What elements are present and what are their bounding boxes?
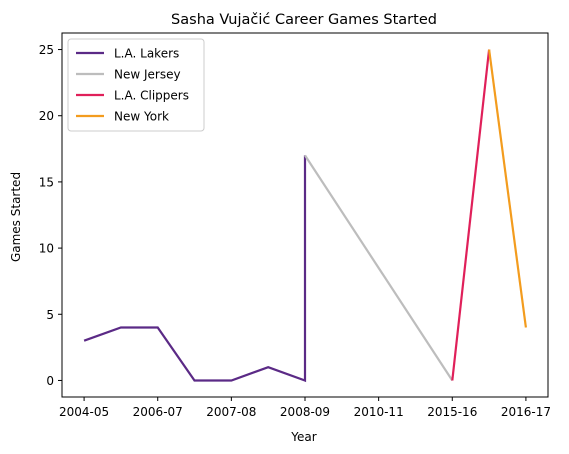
x-axis-label: Year [290, 430, 316, 444]
series-line-new-jersey [304, 154, 454, 382]
y-tick-label: 10 [39, 242, 54, 256]
y-tick-label: 0 [46, 374, 54, 388]
y-tick-label: 15 [39, 175, 54, 189]
legend-box [67, 38, 205, 132]
legend: L.A. Lakers New Jersey L.A. Clippers New Yo… [67, 38, 205, 132]
series-line-l-a-lakers [83, 155, 307, 383]
legend-label: New York [114, 110, 169, 124]
legend-label: New Jersey [114, 68, 181, 82]
series-lines [83, 49, 527, 383]
x-axis-ticks: 2004-05 2006-07 2007-08 2008-09 2010-11 2015-… [59, 397, 551, 419]
y-tick-label: 5 [46, 308, 54, 322]
x-tick-label: 2008-09 [280, 405, 330, 419]
x-tick-label: 2016-17 [501, 405, 551, 419]
series-line-l-a-clippers [451, 49, 491, 381]
y-tick-label: 25 [39, 43, 54, 57]
x-tick-label: 2004-05 [59, 405, 109, 419]
y-tick-label: 20 [39, 109, 54, 123]
y-axis-ticks: 0 5 10 15 20 25 [39, 43, 62, 388]
x-tick-label: 2015-16 [427, 405, 477, 419]
series-line-new-york [488, 49, 527, 328]
x-tick-label: 2010-11 [354, 405, 404, 419]
chart-title: Sasha Vujačić Career Games Started [171, 12, 437, 28]
x-tick-label: 2006-07 [133, 405, 183, 419]
x-tick-label: 2007-08 [206, 405, 256, 419]
legend-label: L.A. Lakers [114, 47, 179, 61]
legend-label: L.A. Clippers [114, 89, 189, 103]
y-axis-label: Games Started [9, 172, 23, 262]
